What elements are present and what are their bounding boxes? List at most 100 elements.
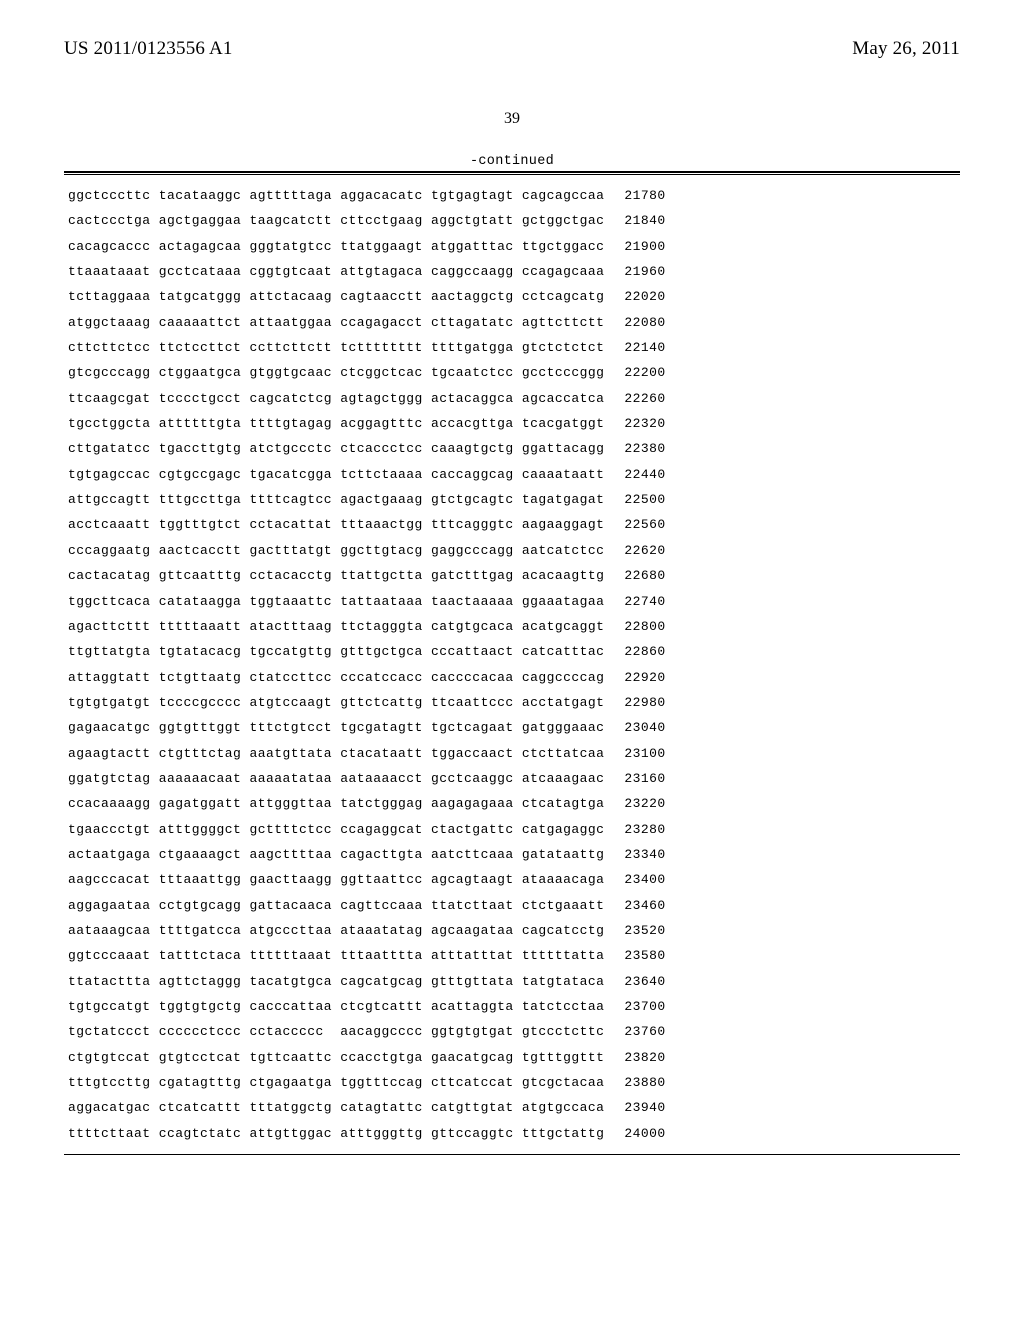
sequence-position: 22320 (624, 411, 665, 436)
sequence-row: cactccctga agctgaggaa taagcatctt cttcctg… (68, 208, 960, 233)
sequence-text: cactccctga agctgaggaa taagcatctt cttcctg… (68, 208, 604, 233)
sequence-row: gagaacatgc ggtgtttggt tttctgtcct tgcgata… (68, 715, 960, 740)
sequence-position: 23940 (624, 1095, 665, 1120)
sequence-position: 23220 (624, 791, 665, 816)
sequence-position: 22140 (624, 335, 665, 360)
sequence-row: ttgttatgta tgtatacacg tgccatgttg gtttgct… (68, 639, 960, 664)
sequence-row: tcttaggaaa tatgcatggg attctacaag cagtaac… (68, 284, 960, 309)
sequence-text: ggatgtctag aaaaaacaat aaaaatataa aataaaa… (68, 766, 604, 791)
sequence-position: 23340 (624, 842, 665, 867)
rule-top-thick (64, 171, 960, 173)
sequence-position: 23280 (624, 817, 665, 842)
sequence-position: 21900 (624, 234, 665, 259)
page-root: US 2011/0123556 A1 May 26, 2011 39 -cont… (0, 0, 1024, 1320)
sequence-text: tgtgtgatgt tccccgcccc atgtccaagt gttctca… (68, 690, 604, 715)
sequence-position: 23100 (624, 741, 665, 766)
sequence-row: aggacatgac ctcatcattt tttatggctg catagta… (68, 1095, 960, 1120)
sequence-text: agacttcttt tttttaaatt atactttaag ttctagg… (68, 614, 604, 639)
publication-number: US 2011/0123556 A1 (64, 38, 233, 60)
sequence-text: tgaaccctgt atttggggct gcttttctcc ccagagg… (68, 817, 604, 842)
sequence-row: tgctatccct cccccctccc cctaccccc aacaggcc… (68, 1019, 960, 1044)
sequence-row: cttcttctcc ttctccttct ccttcttctt tcttttt… (68, 335, 960, 360)
page-header: US 2011/0123556 A1 May 26, 2011 (64, 38, 960, 60)
sequence-position: 23040 (624, 715, 665, 740)
sequence-position: 22560 (624, 512, 665, 537)
sequence-row: ttatacttta agttctaggg tacatgtgca cagcatg… (68, 969, 960, 994)
sequence-text: actaatgaga ctgaaaagct aagcttttaa cagactt… (68, 842, 604, 867)
sequence-text: tggcttcaca catataagga tggtaaattc tattaat… (68, 589, 604, 614)
rule-bottom (64, 1154, 960, 1155)
sequence-position: 21960 (624, 259, 665, 284)
sequence-text: gtcgcccagg ctggaatgca gtggtgcaac ctcggct… (68, 360, 604, 385)
sequence-position: 23760 (624, 1019, 665, 1044)
sequence-text: ttcaagcgat tcccctgcct cagcatctcg agtagct… (68, 386, 604, 411)
sequence-position: 22380 (624, 436, 665, 461)
sequence-position: 22740 (624, 589, 665, 614)
sequence-row: cacagcaccc actagagcaa gggtatgtcc ttatgga… (68, 234, 960, 259)
sequence-row: tgtgagccac cgtgccgagc tgacatcgga tcttcta… (68, 462, 960, 487)
publication-date: May 26, 2011 (852, 38, 960, 60)
sequence-text: agaagtactt ctgtttctag aaatgttata ctacata… (68, 741, 604, 766)
sequence-row: tttgtccttg cgatagtttg ctgagaatga tggtttc… (68, 1070, 960, 1095)
sequence-position: 21780 (624, 183, 665, 208)
sequence-text: aggagaataa cctgtgcagg gattacaaca cagttcc… (68, 893, 604, 918)
sequence-position: 23880 (624, 1070, 665, 1095)
sequence-text: ttaaataaat gcctcataaa cggtgtcaat attgtag… (68, 259, 604, 284)
sequence-row: cactacatag gttcaatttg cctacacctg ttattgc… (68, 563, 960, 588)
sequence-row: agaagtactt ctgtttctag aaatgttata ctacata… (68, 741, 960, 766)
sequence-text: aggacatgac ctcatcattt tttatggctg catagta… (68, 1095, 604, 1120)
sequence-position: 22800 (624, 614, 665, 639)
sequence-position: 21840 (624, 208, 665, 233)
sequence-position: 22260 (624, 386, 665, 411)
sequence-position: 22200 (624, 360, 665, 385)
sequence-position: 23700 (624, 994, 665, 1019)
sequence-text: tgctatccct cccccctccc cctaccccc aacaggcc… (68, 1019, 604, 1044)
sequence-text: ggtcccaaat tatttctaca ttttttaaat tttaatt… (68, 943, 604, 968)
sequence-position: 22680 (624, 563, 665, 588)
sequence-position: 22440 (624, 462, 665, 487)
sequence-text: aataaagcaa ttttgatcca atgcccttaa ataaata… (68, 918, 604, 943)
sequence-row: ccacaaaagg gagatggatt attgggttaa tatctgg… (68, 791, 960, 816)
sequence-text: ttgttatgta tgtatacacg tgccatgttg gtttgct… (68, 639, 604, 664)
sequence-text: ttatacttta agttctaggg tacatgtgca cagcatg… (68, 969, 604, 994)
sequence-text: ccacaaaagg gagatggatt attgggttaa tatctgg… (68, 791, 604, 816)
sequence-text: tcttaggaaa tatgcatggg attctacaag cagtaac… (68, 284, 604, 309)
sequence-position: 23160 (624, 766, 665, 791)
sequence-row: gtcgcccagg ctggaatgca gtggtgcaac ctcggct… (68, 360, 960, 385)
sequence-row: ttttcttaat ccagtctatc attgttggac atttggg… (68, 1121, 960, 1146)
sequence-text: attaggtatt tctgttaatg ctatccttcc cccatcc… (68, 665, 604, 690)
page-number: 39 (64, 110, 960, 128)
sequence-row: aagcccacat tttaaattgg gaacttaagg ggttaat… (68, 867, 960, 892)
rule-top-thin (64, 174, 960, 175)
sequence-position: 24000 (624, 1121, 665, 1146)
sequence-text: tgcctggcta attttttgta ttttgtagag acggagt… (68, 411, 604, 436)
sequence-row: ggatgtctag aaaaaacaat aaaaatataa aataaaa… (68, 766, 960, 791)
sequence-text: ggctcccttc tacataaggc agtttttaga aggacac… (68, 183, 604, 208)
sequence-row: tggcttcaca catataagga tggtaaattc tattaat… (68, 589, 960, 614)
sequence-row: ggtcccaaat tatttctaca ttttttaaat tttaatt… (68, 943, 960, 968)
sequence-text: cttcttctcc ttctccttct ccttcttctt tcttttt… (68, 335, 604, 360)
sequence-position: 23520 (624, 918, 665, 943)
sequence-text: attgccagtt tttgccttga ttttcagtcc agactga… (68, 487, 604, 512)
sequence-row: cccaggaatg aactcacctt gactttatgt ggcttgt… (68, 538, 960, 563)
sequence-text: cactacatag gttcaatttg cctacacctg ttattgc… (68, 563, 604, 588)
sequence-position: 22500 (624, 487, 665, 512)
sequence-row: ggctcccttc tacataaggc agtttttaga aggacac… (68, 183, 960, 208)
sequence-row: ttcaagcgat tcccctgcct cagcatctcg agtagct… (68, 386, 960, 411)
sequence-position: 22920 (624, 665, 665, 690)
sequence-row: tgtgccatgt tggtgtgctg cacccattaa ctcgtca… (68, 994, 960, 1019)
sequence-row: tgaaccctgt atttggggct gcttttctcc ccagagg… (68, 817, 960, 842)
sequence-row: ttaaataaat gcctcataaa cggtgtcaat attgtag… (68, 259, 960, 284)
sequence-row: tgtgtgatgt tccccgcccc atgtccaagt gttctca… (68, 690, 960, 715)
sequence-position: 22860 (624, 639, 665, 664)
sequence-text: atggctaaag caaaaattct attaatggaa ccagaga… (68, 310, 604, 335)
sequence-row: tgcctggcta attttttgta ttttgtagag acggagt… (68, 411, 960, 436)
sequence-row: ctgtgtccat gtgtcctcat tgttcaattc ccacctg… (68, 1045, 960, 1070)
sequence-text: ctgtgtccat gtgtcctcat tgttcaattc ccacctg… (68, 1045, 604, 1070)
sequence-block: ggctcccttc tacataaggc agtttttaga aggacac… (68, 183, 960, 1146)
sequence-position: 22620 (624, 538, 665, 563)
sequence-position: 23820 (624, 1045, 665, 1070)
sequence-text: cacagcaccc actagagcaa gggtatgtcc ttatgga… (68, 234, 604, 259)
sequence-row: atggctaaag caaaaattct attaatggaa ccagaga… (68, 310, 960, 335)
sequence-text: acctcaaatt tggtttgtct cctacattat tttaaac… (68, 512, 604, 537)
